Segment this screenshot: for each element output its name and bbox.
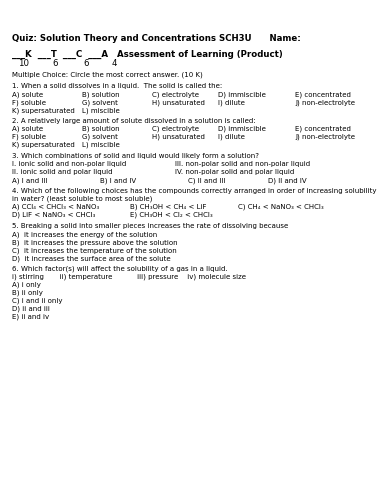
Text: C) CH₄ < NaNO₃ < CHCl₃: C) CH₄ < NaNO₃ < CHCl₃ [238, 204, 323, 210]
Text: 6: 6 [52, 59, 58, 68]
Text: 1. When a solid dissolves in a liquid.  The solid is called the:: 1. When a solid dissolves in a liquid. T… [12, 83, 222, 89]
Text: ___K  ___T  ___C  ___A   Assessment of Learning (Product): ___K ___T ___C ___A Assessment of Learni… [12, 50, 283, 59]
Text: III. non-polar solid and non-polar liquid: III. non-polar solid and non-polar liqui… [175, 161, 310, 167]
Text: A) CCl₄ < CHCl₃ < NaNO₃: A) CCl₄ < CHCl₃ < NaNO₃ [12, 204, 99, 210]
Text: A)  it increases the energy of the solution: A) it increases the energy of the soluti… [12, 231, 157, 237]
Text: K) supersaturated: K) supersaturated [12, 107, 75, 114]
Text: 4: 4 [112, 59, 117, 68]
Text: D)  it increases the surface area of the solute: D) it increases the surface area of the … [12, 255, 171, 262]
Text: i) stirring       ii) temperature           iii) pressure    iv) molecule size: i) stirring ii) temperature iii) pressur… [12, 274, 246, 280]
Text: E) concentrated: E) concentrated [295, 126, 351, 132]
Text: 6. Which factor(s) will affect the solubility of a gas in a liquid.: 6. Which factor(s) will affect the solub… [12, 266, 228, 272]
Text: 10: 10 [18, 59, 29, 68]
Text: H) unsaturated: H) unsaturated [152, 134, 205, 140]
Text: B)  it increases the pressure above the solution: B) it increases the pressure above the s… [12, 239, 178, 246]
Text: E) concentrated: E) concentrated [295, 91, 351, 98]
Text: B) solution: B) solution [82, 91, 120, 98]
Text: 3. Which combinations of solid and liquid would likely form a solution?: 3. Which combinations of solid and liqui… [12, 153, 259, 159]
Text: F) soluble: F) soluble [12, 134, 46, 140]
Text: D) immiscible: D) immiscible [218, 126, 266, 132]
Text: H) unsaturated: H) unsaturated [152, 99, 205, 105]
Text: Quiz: Solution Theory and Concentrations SCH3U      Name:: Quiz: Solution Theory and Concentrations… [12, 34, 301, 43]
Text: D) II and IV: D) II and IV [268, 177, 306, 184]
Text: D) immiscible: D) immiscible [218, 91, 266, 98]
Text: A) solute: A) solute [12, 91, 43, 98]
Text: G) solvent: G) solvent [82, 99, 118, 105]
Text: L) miscible: L) miscible [82, 142, 120, 148]
Text: K) supersaturated: K) supersaturated [12, 142, 75, 148]
Text: A) I and III: A) I and III [12, 177, 47, 184]
Text: 5. Breaking a solid into smaller pieces increases the rate of dissolving because: 5. Breaking a solid into smaller pieces … [12, 223, 288, 229]
Text: 6: 6 [83, 59, 88, 68]
Text: B) solution: B) solution [82, 126, 120, 132]
Text: I) dilute: I) dilute [218, 134, 245, 140]
Text: 4. Which of the following choices has the compounds correctly arranged in order : 4. Which of the following choices has th… [12, 188, 376, 194]
Text: C)  it increases the temperature of the solution: C) it increases the temperature of the s… [12, 247, 177, 254]
Text: C) electrolyte: C) electrolyte [152, 91, 199, 98]
Text: B) ii only: B) ii only [12, 290, 43, 296]
Text: II. ionic solid and polar liquid: II. ionic solid and polar liquid [12, 169, 112, 175]
Text: J) non-electrolyte: J) non-electrolyte [295, 134, 355, 140]
Text: L) miscible: L) miscible [82, 107, 120, 114]
Text: C) II and III: C) II and III [188, 177, 225, 184]
Text: C) electrolyte: C) electrolyte [152, 126, 199, 132]
Text: I. ionic solid and non-polar liquid: I. ionic solid and non-polar liquid [12, 161, 126, 167]
Text: B) CH₃OH < CH₄ < LiF: B) CH₃OH < CH₄ < LiF [130, 204, 207, 210]
Text: G) solvent: G) solvent [82, 134, 118, 140]
Text: D) ii and iii: D) ii and iii [12, 306, 50, 312]
Text: in water? (least soluble to most soluble): in water? (least soluble to most soluble… [12, 196, 152, 202]
Text: IV. non-polar solid and polar liquid: IV. non-polar solid and polar liquid [175, 169, 294, 175]
Text: F) soluble: F) soluble [12, 99, 46, 105]
Text: D) LiF < NaNO₃ < CHCl₃: D) LiF < NaNO₃ < CHCl₃ [12, 212, 95, 218]
Text: C) i and ii only: C) i and ii only [12, 298, 63, 304]
Text: J) non-electrolyte: J) non-electrolyte [295, 99, 355, 105]
Text: I) dilute: I) dilute [218, 99, 245, 105]
Text: E) CH₃OH < Cl₂ < CHCl₃: E) CH₃OH < Cl₂ < CHCl₃ [130, 212, 213, 218]
Text: Multiple Choice: Circle the most correct answer. (10 K): Multiple Choice: Circle the most correct… [12, 72, 203, 78]
Text: B) I and IV: B) I and IV [100, 177, 136, 184]
Text: A) i only: A) i only [12, 282, 41, 288]
Text: E) ii and iv: E) ii and iv [12, 314, 49, 320]
Text: 2. A relatively large amount of solute dissolved in a solution is called:: 2. A relatively large amount of solute d… [12, 118, 256, 124]
Text: A) solute: A) solute [12, 126, 43, 132]
